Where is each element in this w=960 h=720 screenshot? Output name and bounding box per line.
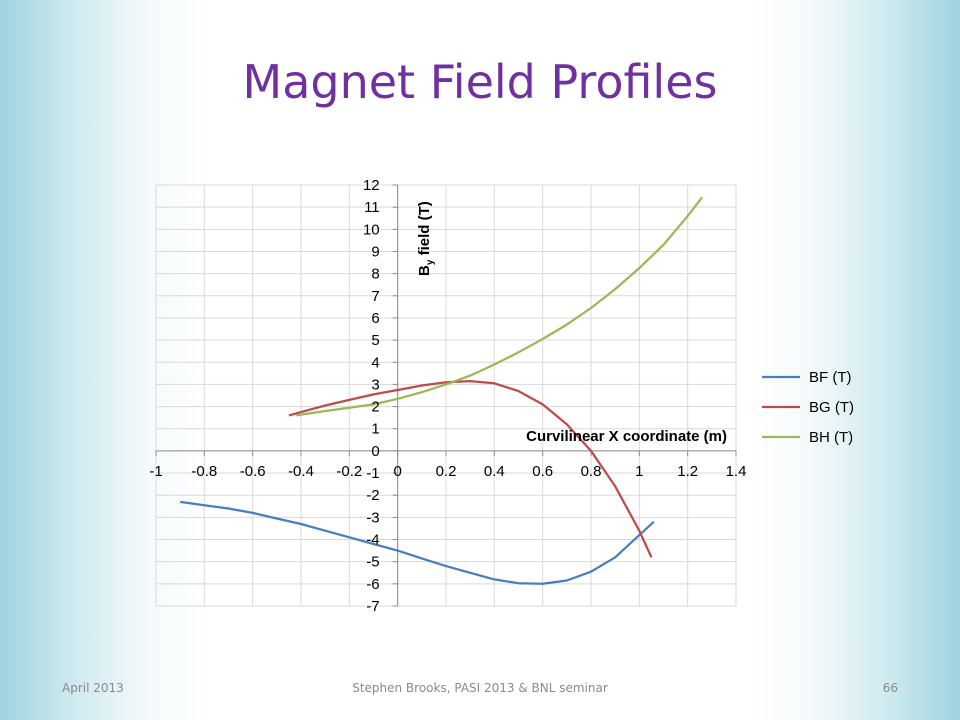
y-tick-label: 9: [371, 243, 379, 260]
y-tick-label: 5: [371, 332, 379, 349]
x-tick-label: 0: [393, 463, 401, 480]
y-tick-label: 11: [364, 199, 380, 216]
x-tick-label: 1.4: [726, 463, 747, 480]
x-tick-label: -1: [149, 463, 162, 480]
x-tick-label: 0.2: [436, 463, 457, 480]
chart-tick-labels: -1 -0.8 -0.6 -0.4 -0.2 0 0.2 0.4 0.6 0.8 1 1.2 1.4 -7…: [149, 177, 746, 615]
y-tick-label: 1: [371, 421, 379, 438]
legend-label: BF (T): [809, 369, 852, 386]
chart-grid: [155, 184, 737, 607]
y-tick-label: -1: [366, 465, 379, 482]
x-tick-label: 0.8: [581, 463, 602, 480]
x-tick-label: -0.2: [336, 463, 362, 480]
series-line: [296, 196, 704, 417]
legend-label: BG (T): [809, 399, 854, 416]
y-tick-label: 4: [371, 354, 379, 371]
y-tick-label: 0: [371, 443, 379, 460]
x-tick-label: 0.6: [532, 463, 553, 480]
chart-legend: BF (T) BG (T) BH (T): [762, 369, 854, 446]
y-tick-label: 12: [363, 177, 380, 194]
chart-axes: [155, 184, 737, 607]
y-tick-label: 8: [371, 266, 379, 283]
footer-date: April 2013: [62, 681, 124, 695]
y-tick-label: 6: [371, 310, 379, 327]
y-tick-label: 2: [371, 399, 379, 416]
x-tick-label: 1.2: [677, 463, 698, 480]
y-tick-label: -2: [366, 487, 379, 504]
slide-number: 66: [882, 681, 898, 695]
chart-series: [180, 196, 704, 585]
y-tick-label: -3: [366, 509, 379, 526]
y-axis-label: By field (T): [416, 201, 436, 276]
footer-author: Stephen Brooks, PASI 2013 & BNL seminar: [352, 681, 608, 695]
y-tick-label: -7: [366, 598, 379, 615]
x-tick-label: 0.4: [484, 463, 505, 480]
series-line: [288, 379, 653, 558]
y-tick-label: 7: [371, 288, 379, 305]
x-axis-label: Curvilinear X coordinate (m): [526, 428, 727, 445]
x-tick-label: -0.6: [240, 463, 266, 480]
slide-title: Magnet Field Profiles: [242, 55, 718, 109]
y-tick-label: -6: [366, 576, 379, 593]
chart-axis-labels: Curvilinear X coordinate (m) By field (T): [416, 201, 727, 445]
y-tick-label: -4: [366, 532, 379, 549]
x-tick-label: -0.4: [288, 463, 314, 480]
y-tick-label: 3: [371, 376, 379, 393]
x-tick-label: 1: [635, 463, 643, 480]
legend-label: BH (T): [809, 429, 853, 446]
series-line: [180, 500, 655, 585]
y-tick-label: -5: [366, 554, 379, 571]
x-tick-label: -0.8: [191, 463, 217, 480]
y-tick-label: 10: [363, 221, 380, 238]
